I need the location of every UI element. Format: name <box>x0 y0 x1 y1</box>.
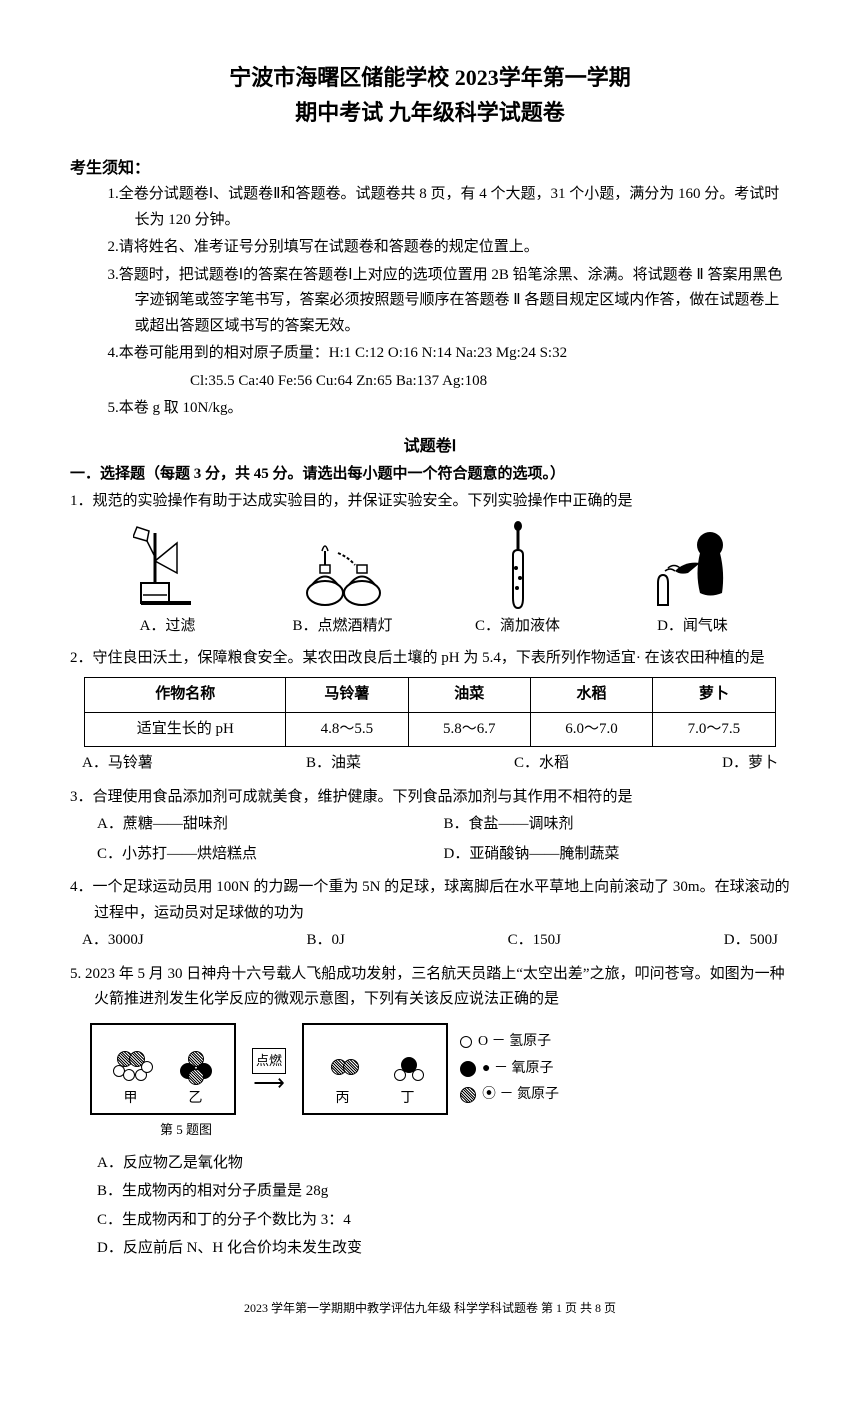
notice-list: 1.全卷分试题卷Ⅰ、试题卷Ⅱ和答题卷。试题卷共 8 页，有 4 个大题，31 个… <box>70 182 790 422</box>
title-line-2: 期中考试 九年级科学试题卷 <box>70 95 790 130</box>
label-bing: 丙 <box>336 1087 350 1111</box>
q2-options: A．马铃薯 B．油菜 C．水稻 D．萝卜 <box>70 751 790 777</box>
th-rice: 水稻 <box>530 678 652 713</box>
q5-opt-a: A．反应物乙是氧化物 <box>97 1149 790 1178</box>
table-row: 作物名称 马铃薯 油菜 水稻 萝卜 <box>85 678 775 713</box>
legend-o: ● － 氧原子 <box>460 1056 559 1083</box>
notice-item: 3.答题时，把试题卷Ⅰ的答案在答题卷Ⅰ上对应的选项位置用 2B 铅笔涂黑、涂满。… <box>108 263 791 340</box>
q4-opt-d: D．500J <box>724 928 778 954</box>
notice-item: 4.本卷可能用到的相对原子质量：H:1 C:12 O:16 N:14 Na:23… <box>108 341 791 367</box>
question-1: 1．规范的实验操作有助于达成实验目的，并保证实验安全。下列实验操作中正确的是 A… <box>70 489 790 640</box>
label-yi: 乙 <box>189 1087 203 1111</box>
notice-item: 1.全卷分试题卷Ⅰ、试题卷Ⅱ和答题卷。试题卷共 8 页，有 4 个大题，31 个… <box>108 182 791 233</box>
q4-opt-a: A．3000J <box>82 928 144 954</box>
th-potato: 马铃薯 <box>286 678 408 713</box>
legend-n-label: ⦿ － 氮原子 <box>482 1082 559 1109</box>
question-5: 5. 2023 年 5 月 30 日神舟十六号载人飞船成功发射，三名航天员踏上“… <box>70 962 790 1263</box>
q2-opt-a: A．马铃薯 <box>82 751 153 777</box>
legend-o-label: ● － 氧原子 <box>482 1056 553 1083</box>
q1-opt-a: A．过滤 <box>80 520 255 640</box>
question-4: 4．一个足球运动员用 100N 的力踢一个重为 5N 的足球，球离脚后在水平草地… <box>70 875 790 954</box>
q5-figure: 甲 乙 点燃 ⟶ <box>90 1023 790 1115</box>
n-atom-icon <box>460 1087 476 1103</box>
paper1-label: 试题卷Ⅰ <box>70 432 790 456</box>
notice-item: 2.请将姓名、准考证号分别填写在试题卷和答题卷的规定位置上。 <box>108 235 791 261</box>
dropper-icon <box>430 520 605 610</box>
smell-icon <box>605 520 780 610</box>
legend-h: O － 氢原子 <box>460 1029 559 1056</box>
label-jia: 甲 <box>124 1087 138 1111</box>
title-line-1: 宁波市海曙区储能学校 2023学年第一学期 <box>70 60 790 95</box>
products-box: 丙 丁 <box>302 1023 448 1115</box>
q2-table: 作物名称 马铃薯 油菜 水稻 萝卜 适宜生长的 pH 4.8～5.5 5.8～6… <box>84 677 775 747</box>
q5-fig-caption: 第 5 题图 <box>160 1119 790 1141</box>
q2-text: 2．守住良田沃土，保障粮食安全。某农田改良后土壤的 pH 为 5.4，下表所列作… <box>70 646 790 672</box>
notice-item: 5.本卷 g 取 10N/kg。 <box>108 396 791 422</box>
section-1-heading: 一．选择题（每题 3 分，共 45 分。请选出每小题中一个符合题意的选项。） <box>70 462 790 483</box>
q1-options: A．过滤 B．点燃酒精灯 <box>70 520 790 640</box>
td-ph-potato: 4.8～5.5 <box>286 712 408 747</box>
q1-opt-c-label: C．滴加液体 <box>430 614 605 640</box>
legend-n: ⦿ － 氮原子 <box>460 1082 559 1109</box>
q3-opt-a: A．蔗糖——甜味剂 <box>97 812 444 838</box>
q2-opt-b: B．油菜 <box>306 751 361 777</box>
q5-opt-c: C．生成物丙和丁的分子个数比为 3：4 <box>97 1206 790 1235</box>
th-crop-name: 作物名称 <box>85 678 286 713</box>
notice-heading: 考生须知： <box>70 154 790 178</box>
alcohol-lamp-icon <box>255 520 430 610</box>
td-ph-rice: 6.0～7.0 <box>530 712 652 747</box>
q1-opt-b: B．点燃酒精灯 <box>255 520 430 640</box>
reaction-arrow: 点燃 ⟶ <box>252 1048 286 1089</box>
q3-opt-b: B．食盐——调味剂 <box>444 812 791 838</box>
legend-h-label: O － 氢原子 <box>478 1029 551 1056</box>
q5-text: 5. 2023 年 5 月 30 日神舟十六号载人飞船成功发射，三名航天员踏上“… <box>70 962 790 1013</box>
q2-opt-d: D．萝卜 <box>722 751 778 777</box>
exam-page: 宁波市海曙区储能学校 2023学年第一学期 期中考试 九年级科学试题卷 考生须知… <box>0 0 860 1356</box>
q3-text: 3．合理使用食品添加剂可成就美食，维护健康。下列食品添加剂与其作用不相符的是 <box>70 785 790 811</box>
h-atom-icon <box>460 1036 472 1048</box>
q5-options: A．反应物乙是氧化物 B．生成物丙的相对分子质量是 28g C．生成物丙和丁的分… <box>70 1149 790 1263</box>
th-radish: 萝卜 <box>653 678 775 713</box>
molecule-ding: 丁 <box>388 1045 428 1111</box>
q5-opt-d: D．反应前后 N、H 化合价均未发生改变 <box>97 1234 790 1263</box>
q4-text: 4．一个足球运动员用 100N 的力踢一个重为 5N 的足球，球离脚后在水平草地… <box>70 875 790 926</box>
q1-text: 1．规范的实验操作有助于达成实验目的，并保证实验安全。下列实验操作中正确的是 <box>70 489 790 515</box>
reactants-box: 甲 乙 <box>90 1023 236 1115</box>
td-ph-label: 适宜生长的 pH <box>85 712 286 747</box>
q1-opt-b-label: B．点燃酒精灯 <box>255 614 430 640</box>
atomic-mass-line2: Cl:35.5 Ca:40 Fe:56 Cu:64 Zn:65 Ba:137 A… <box>108 369 791 395</box>
molecule-yi: 乙 <box>176 1045 216 1111</box>
q1-opt-a-label: A．过滤 <box>80 614 255 640</box>
label-ding: 丁 <box>401 1087 415 1111</box>
filter-icon <box>80 520 255 610</box>
q5-opt-b: B．生成物丙的相对分子质量是 28g <box>97 1177 790 1206</box>
td-ph-radish: 7.0～7.5 <box>653 712 775 747</box>
arrow-icon: ⟶ <box>253 1076 285 1089</box>
table-row: 适宜生长的 pH 4.8～5.5 5.8～6.7 6.0～7.0 7.0～7.5 <box>85 712 775 747</box>
page-footer: 2023 学年第一学期期中教学评估九年级 科学学科试题卷 第 1 页 共 8 页 <box>70 1299 790 1316</box>
th-rapeseed: 油菜 <box>408 678 530 713</box>
question-3: 3．合理使用食品添加剂可成就美食，维护健康。下列食品添加剂与其作用不相符的是 A… <box>70 785 790 870</box>
q3-options: A．蔗糖——甜味剂 B．食盐——调味剂 C．小苏打——烘焙糕点 D．亚硝酸钠——… <box>70 810 790 869</box>
q2-opt-c: C．水稻 <box>514 751 569 777</box>
question-2: 2．守住良田沃土，保障粮食安全。某农田改良后土壤的 pH 为 5.4，下表所列作… <box>70 646 790 777</box>
molecule-jia: 甲 <box>111 1045 151 1111</box>
q4-opt-b: B．0J <box>306 928 344 954</box>
o-atom-icon <box>460 1061 476 1077</box>
q1-opt-d-label: D．闻气味 <box>605 614 780 640</box>
q3-opt-d: D．亚硝酸钠——腌制蔬菜 <box>444 842 791 868</box>
q1-opt-c: C．滴加液体 <box>430 520 605 640</box>
atom-legend: O － 氢原子 ● － 氧原子 ⦿ － 氮原子 <box>460 1029 559 1109</box>
title-block: 宁波市海曙区储能学校 2023学年第一学期 期中考试 九年级科学试题卷 <box>70 60 790 130</box>
q1-opt-d: D．闻气味 <box>605 520 780 640</box>
molecule-bing: 丙 <box>323 1045 363 1111</box>
q4-opt-c: C．150J <box>508 928 561 954</box>
q3-opt-c: C．小苏打——烘焙糕点 <box>97 842 444 868</box>
q4-options: A．3000J B．0J C．150J D．500J <box>70 928 790 954</box>
td-ph-rapeseed: 5.8～6.7 <box>408 712 530 747</box>
